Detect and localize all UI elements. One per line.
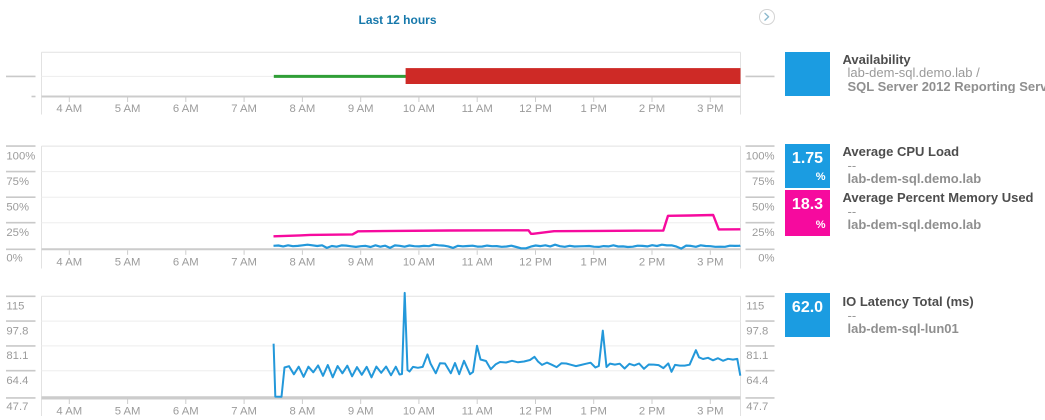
- svg-text:115: 115: [746, 301, 764, 313]
- svg-text:5 AM: 5 AM: [115, 103, 141, 115]
- svg-text:1 PM: 1 PM: [581, 103, 607, 115]
- svg-text:47.7: 47.7: [6, 401, 28, 413]
- svg-text:3 PM: 3 PM: [697, 406, 723, 418]
- svg-text:8 AM: 8 AM: [290, 406, 316, 418]
- svg-text:97.8: 97.8: [6, 325, 28, 337]
- svg-text:12 PM: 12 PM: [519, 406, 552, 418]
- svg-text:115: 115: [6, 301, 24, 313]
- svg-text:10 AM: 10 AM: [403, 103, 435, 115]
- svg-text:75%: 75%: [6, 176, 29, 188]
- svg-text:12 PM: 12 PM: [519, 257, 552, 269]
- svg-text:4 AM: 4 AM: [56, 257, 82, 269]
- svg-text:6 AM: 6 AM: [173, 406, 199, 418]
- svg-text:9 AM: 9 AM: [348, 257, 374, 269]
- svg-text:4 AM: 4 AM: [56, 103, 82, 115]
- svg-text:4 AM: 4 AM: [56, 406, 82, 418]
- svg-text:1 PM: 1 PM: [581, 406, 607, 418]
- svg-text:2 PM: 2 PM: [639, 406, 665, 418]
- svg-text:9 AM: 9 AM: [348, 103, 374, 115]
- svg-text:0%: 0%: [6, 253, 22, 265]
- svg-text:2 PM: 2 PM: [639, 257, 665, 269]
- svg-text:50%: 50%: [752, 202, 775, 214]
- svg-text:64.4: 64.4: [746, 375, 768, 387]
- svg-text:8 AM: 8 AM: [290, 103, 316, 115]
- svg-text:5 AM: 5 AM: [115, 406, 141, 418]
- svg-text:11 AM: 11 AM: [462, 103, 493, 115]
- svg-text:10 AM: 10 AM: [403, 257, 435, 269]
- svg-text:25%: 25%: [6, 227, 29, 239]
- svg-text:5 AM: 5 AM: [115, 257, 141, 269]
- svg-text:1 PM: 1 PM: [581, 257, 607, 269]
- svg-text:97.8: 97.8: [746, 325, 768, 337]
- svg-text:50%: 50%: [6, 202, 29, 214]
- svg-text:11 AM: 11 AM: [462, 257, 493, 269]
- svg-text:9 AM: 9 AM: [348, 406, 374, 418]
- svg-text:7 AM: 7 AM: [231, 103, 257, 115]
- svg-text:25%: 25%: [752, 227, 775, 239]
- svg-text:100%: 100%: [746, 150, 775, 162]
- svg-text:81.1: 81.1: [6, 350, 28, 362]
- svg-text:6 AM: 6 AM: [173, 257, 199, 269]
- svg-text:7 AM: 7 AM: [231, 406, 257, 418]
- svg-text:2 PM: 2 PM: [639, 103, 665, 115]
- svg-text:64.4: 64.4: [6, 375, 28, 387]
- svg-text:7 AM: 7 AM: [231, 257, 257, 269]
- svg-text:6 AM: 6 AM: [173, 103, 199, 115]
- svg-text:12 PM: 12 PM: [519, 103, 552, 115]
- svg-text:0%: 0%: [758, 253, 774, 265]
- svg-text:11 AM: 11 AM: [462, 406, 493, 418]
- svg-text:3 PM: 3 PM: [697, 257, 723, 269]
- svg-text:100%: 100%: [6, 150, 35, 162]
- svg-text:81.1: 81.1: [746, 350, 768, 362]
- svg-text:75%: 75%: [752, 176, 775, 188]
- svg-text:8 AM: 8 AM: [290, 257, 316, 269]
- svg-text:3 PM: 3 PM: [697, 103, 723, 115]
- svg-text:47.7: 47.7: [746, 401, 768, 413]
- svg-text:10 AM: 10 AM: [403, 406, 435, 418]
